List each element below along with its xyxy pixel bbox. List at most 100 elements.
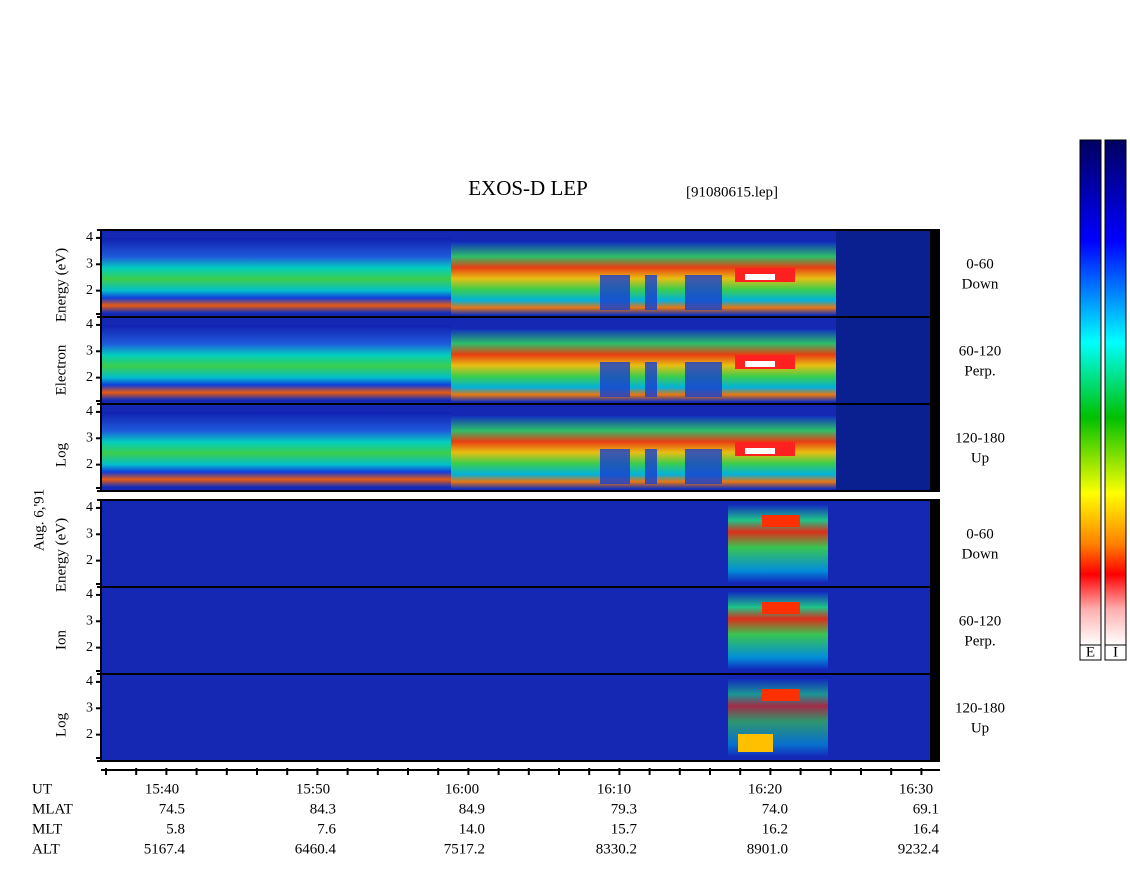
spectrogram-gap — [700, 275, 722, 310]
row-value: 7517.2 — [444, 841, 485, 857]
panel-label: Up — [971, 720, 989, 736]
title: EXOS-D LEP — [468, 176, 588, 200]
spectrogram-quiet — [101, 325, 451, 400]
spectrogram-peak — [762, 689, 800, 701]
spectrogram-peak — [745, 361, 775, 367]
row-value: 5167.4 — [144, 841, 186, 857]
y-axis-label: Energy (eV) — [53, 248, 69, 322]
spectrogram-peak — [762, 515, 800, 527]
row-name: MLT — [32, 821, 62, 837]
row-value: 84.3 — [310, 801, 336, 817]
panel-label: 60-120 — [959, 343, 1002, 359]
panel-edge-strip — [930, 500, 940, 587]
spectrogram-gap — [600, 362, 630, 397]
y-tick-label: 4 — [86, 317, 93, 332]
y-axis-label: Log — [53, 712, 69, 737]
row-value: 16:10 — [597, 781, 631, 797]
row-value: 15:50 — [296, 781, 330, 797]
row-value: 8330.2 — [596, 841, 637, 857]
spectrogram-gap — [685, 362, 700, 397]
spectrogram-gap — [700, 449, 722, 484]
panel-label: Down — [962, 546, 999, 562]
row-value: 9232.4 — [898, 841, 940, 857]
y-axis-label: Log — [53, 442, 69, 467]
spectrogram-faint — [836, 404, 930, 491]
panel-edge-strip — [930, 230, 940, 317]
y-axis-label: Energy (eV) — [53, 518, 69, 592]
spectrogram-peak — [738, 734, 773, 752]
panel-label: Up — [971, 450, 989, 466]
panel-label: 0-60 — [966, 526, 994, 542]
spectrogram-gap — [645, 449, 657, 484]
y-tick-label: 3 — [86, 613, 93, 628]
y-tick-label: 2 — [86, 553, 93, 568]
row-value: 16.4 — [913, 821, 940, 837]
panel-label: 120-180 — [955, 430, 1005, 446]
y-tick-label: 4 — [86, 230, 93, 245]
row-value: 74.5 — [159, 801, 185, 817]
y-axis-label: Electron — [53, 344, 69, 395]
y-tick-label: 2 — [86, 370, 93, 385]
y-tick-label: 2 — [86, 283, 93, 298]
y-tick-label: 2 — [86, 457, 93, 472]
spectrogram-quiet — [101, 238, 451, 313]
panel-edge-strip — [930, 404, 940, 491]
row-name: MLAT — [32, 801, 73, 817]
spectrogram-quiet — [101, 412, 451, 487]
row-value: 16.2 — [762, 821, 788, 837]
panel-edge-strip — [930, 317, 940, 404]
spectrogram-gap — [645, 275, 657, 310]
row-value: 74.0 — [762, 801, 788, 817]
row-value: 6460.4 — [295, 841, 337, 857]
row-value: 5.8 — [166, 821, 185, 837]
colorbar-label-box — [1079, 644, 1102, 661]
row-value: 84.9 — [459, 801, 485, 817]
row-value: 15:40 — [145, 781, 179, 797]
spectrogram-gap — [700, 362, 722, 397]
y-tick-label: 3 — [86, 430, 93, 445]
panel-edge-strip — [930, 674, 940, 761]
panel-label: Perp. — [964, 363, 995, 379]
y-tick-label: 4 — [86, 404, 93, 419]
y-tick-label: 4 — [86, 500, 93, 515]
colorbar-label: E — [1086, 644, 1095, 660]
row-value: 15.7 — [611, 821, 638, 837]
row-value: 69.1 — [913, 801, 939, 817]
colorbar-label: I — [1113, 644, 1118, 660]
panel-label: 120-180 — [955, 700, 1005, 716]
row-name: ALT — [32, 841, 60, 857]
y-tick-label: 4 — [86, 674, 93, 689]
spectrogram-peak — [745, 448, 775, 454]
row-value: 16:30 — [899, 781, 933, 797]
row-value: 14.0 — [459, 821, 485, 837]
colorbar — [1104, 139, 1127, 646]
panel-label: 60-120 — [959, 613, 1002, 629]
spectrogram-gap — [645, 362, 657, 397]
panel-edge-strip — [930, 587, 940, 674]
y-tick-label: 3 — [86, 256, 93, 271]
y-tick-label: 2 — [86, 640, 93, 655]
y-tick-label: 3 — [86, 700, 93, 715]
y-axis-label: Ion — [53, 630, 69, 650]
y-tick-label: 4 — [86, 587, 93, 602]
panel-label: 0-60 — [966, 256, 994, 272]
y-tick-label: 2 — [86, 727, 93, 742]
panel-label: Perp. — [964, 633, 995, 649]
panel-label: Down — [962, 276, 999, 292]
colorbar — [1079, 139, 1102, 646]
row-value: 16:20 — [748, 781, 782, 797]
row-name: UT — [32, 781, 52, 797]
row-value: 16:00 — [445, 781, 479, 797]
colorbar-label-box — [1104, 644, 1127, 661]
spectrogram-faint — [836, 230, 930, 317]
file-name: [91080615.lep] — [686, 184, 778, 200]
spectrogram-gap — [685, 449, 700, 484]
y-tick-label: 3 — [86, 343, 93, 358]
spectrogram-gap — [600, 275, 630, 310]
date: Aug. 6,'91 — [31, 489, 47, 551]
spectrogram-faint — [836, 317, 930, 404]
row-value: 7.6 — [317, 821, 336, 837]
spectrogram-gap — [685, 275, 700, 310]
spectrogram-peak — [745, 274, 775, 280]
